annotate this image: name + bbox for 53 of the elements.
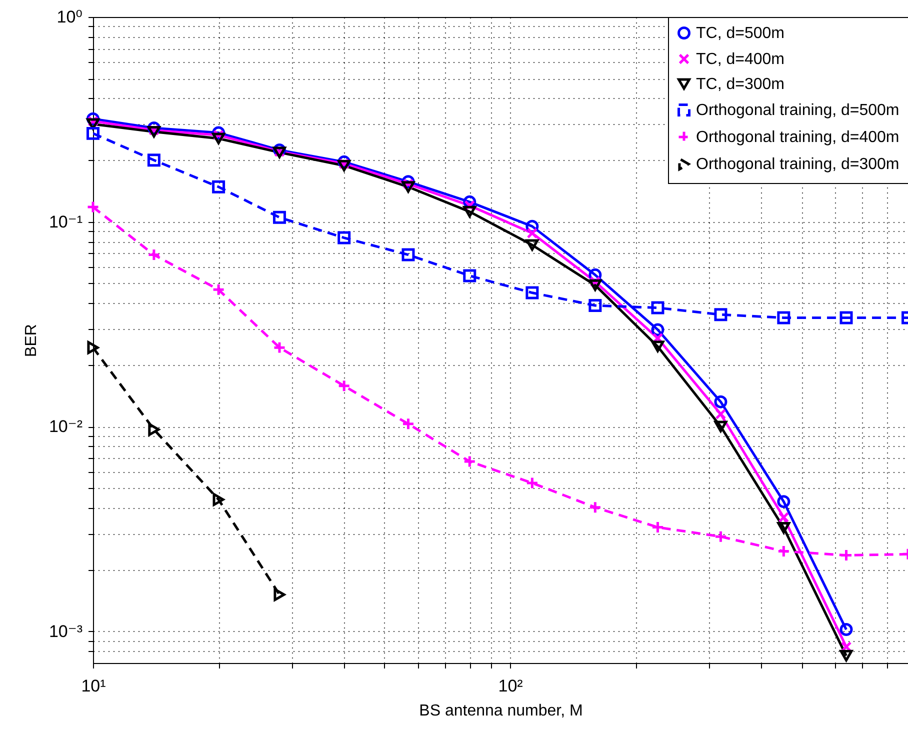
legend-label: Orthogonal training, d=500m	[696, 102, 900, 119]
point	[715, 408, 726, 420]
y-tick-label: 10⁻²	[48, 417, 83, 436]
point	[526, 476, 539, 490]
point	[86, 200, 100, 214]
point	[526, 239, 539, 251]
point	[777, 522, 790, 534]
point	[463, 206, 476, 218]
point	[338, 379, 351, 392]
legend-label: Orthogonal training, d=400m	[696, 129, 900, 146]
point	[840, 623, 853, 636]
x-tick-label: 10²	[498, 676, 524, 696]
point	[777, 495, 790, 508]
point	[714, 530, 728, 544]
point	[338, 231, 351, 244]
point	[526, 228, 538, 239]
point	[212, 132, 226, 144]
point	[212, 493, 224, 506]
y-tick-label: 10⁻¹	[48, 212, 83, 232]
point	[588, 299, 602, 312]
point	[463, 454, 476, 468]
point	[651, 301, 664, 314]
point	[651, 520, 664, 534]
y-axis-title: BER	[22, 324, 40, 357]
point	[86, 126, 100, 140]
point	[651, 340, 664, 352]
legend-label: TC, d=400m	[696, 51, 784, 68]
legend-label: Orthogonal training, d=300m	[696, 156, 900, 173]
point	[402, 417, 415, 430]
x-tick-label: 10¹	[81, 676, 106, 696]
point	[402, 181, 415, 193]
point	[714, 420, 728, 432]
point	[714, 395, 728, 408]
point	[840, 548, 853, 562]
point	[588, 500, 602, 514]
point	[840, 311, 853, 324]
point	[212, 180, 226, 194]
point	[778, 512, 790, 523]
point	[463, 269, 476, 282]
y-tick-label: 10⁻³	[48, 622, 83, 641]
point	[212, 283, 226, 296]
point	[87, 341, 99, 354]
point	[526, 286, 539, 300]
point	[714, 308, 728, 322]
x-axis-title: BS antenna number, M	[419, 702, 583, 720]
point	[402, 248, 415, 262]
y-tick-label: 10⁰	[56, 8, 83, 26]
point	[840, 650, 853, 662]
point	[777, 544, 790, 558]
point	[588, 279, 602, 291]
legend-label: TC, d=300m	[696, 76, 784, 93]
point	[777, 311, 790, 324]
legend-label: TC, d=500m	[696, 25, 784, 42]
